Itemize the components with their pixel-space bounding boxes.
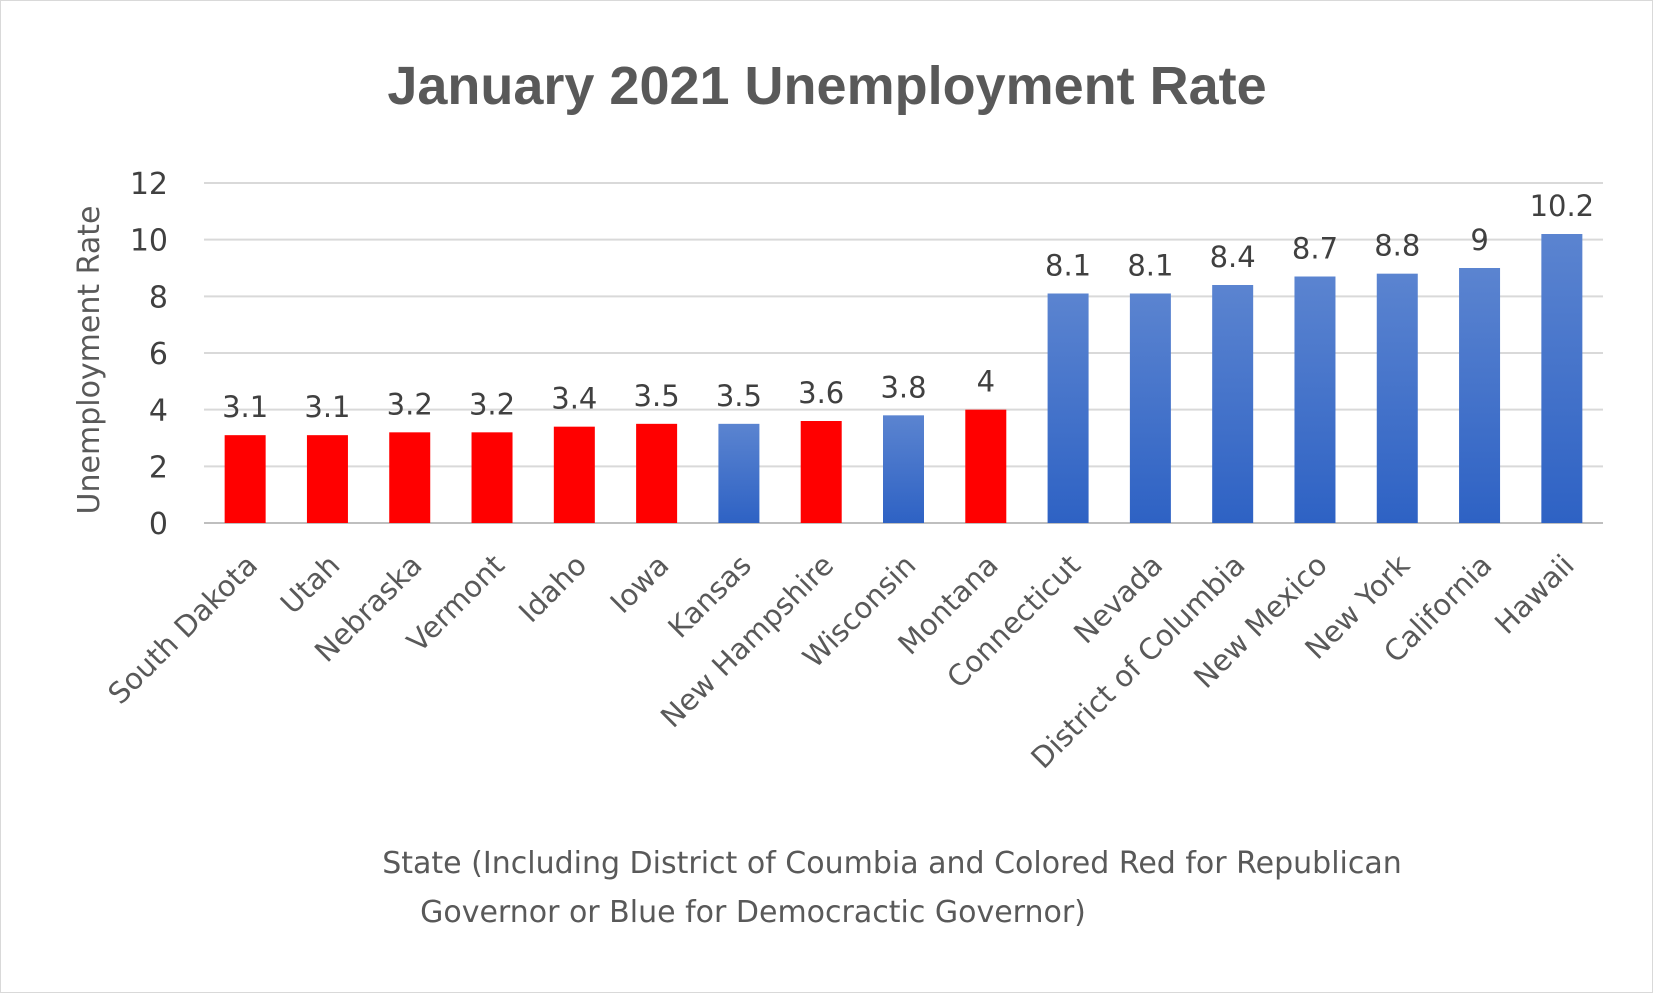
x-tick-label: Iowa [604,548,676,620]
x-tick-label: Utah [274,548,347,621]
data-label: 3.5 [716,379,762,413]
x-tick-label: Idaho [512,548,593,629]
data-label: 10.2 [1530,189,1595,223]
bar [1212,285,1254,523]
y-axis-ticks: 0 2 4 6 8 10 12 [130,167,168,542]
bar [1459,268,1501,523]
x-tick-label: South Dakota [101,548,264,711]
bar [636,423,678,523]
bar [224,435,266,523]
bar [1294,276,1336,523]
data-label: 3.6 [798,376,844,410]
y-tick-label: 12 [130,167,168,202]
data-label: 8.7 [1292,232,1338,266]
bar [1047,293,1089,523]
bar [471,432,513,523]
data-label: 3.5 [634,379,680,413]
data-label: 3.4 [551,382,597,416]
bar [1376,273,1418,523]
y-tick-label: 2 [149,450,168,485]
data-label: 8.8 [1374,229,1420,263]
data-label: 8.1 [1045,249,1091,283]
bar [389,432,431,523]
bar [965,409,1007,523]
data-labels: 3.1 3.1 3.2 3.2 3.4 3.5 3.5 3.6 3.8 4 8.1 8.1 8.4 8.7… [222,189,1594,424]
bar [1541,234,1583,523]
bars [224,234,1583,523]
bar [800,421,842,523]
data-label: 4 [977,365,995,399]
data-label: 8.1 [1127,249,1173,283]
bar [718,423,760,523]
data-label: 3.2 [469,387,515,421]
data-label: 9 [1470,223,1488,257]
chart-title: January 2021 Unemployment Rate [387,56,1266,116]
bar [1129,293,1171,523]
y-tick-label: 6 [149,337,168,372]
x-axis-title-line-1: State (Including District of Coumbia and… [382,846,1402,881]
y-axis-title: Unemployment Rate [72,206,107,515]
data-label: 3.1 [222,390,268,424]
x-axis-title-line-2: Governor or Blue for Democractic Governo… [420,895,1086,930]
y-tick-label: 4 [149,394,168,429]
data-label: 8.4 [1210,240,1256,274]
y-tick-label: 10 [130,224,168,259]
data-label: 3.2 [387,387,433,421]
bar [883,415,924,523]
bar [306,435,348,523]
gridlines [204,182,1603,524]
y-tick-label: 0 [149,507,168,542]
x-tick-label: Hawaii [1488,548,1581,641]
bar [553,426,595,523]
y-tick-label: 8 [149,280,168,315]
data-label: 3.1 [304,390,350,424]
data-label: 3.8 [880,370,926,404]
